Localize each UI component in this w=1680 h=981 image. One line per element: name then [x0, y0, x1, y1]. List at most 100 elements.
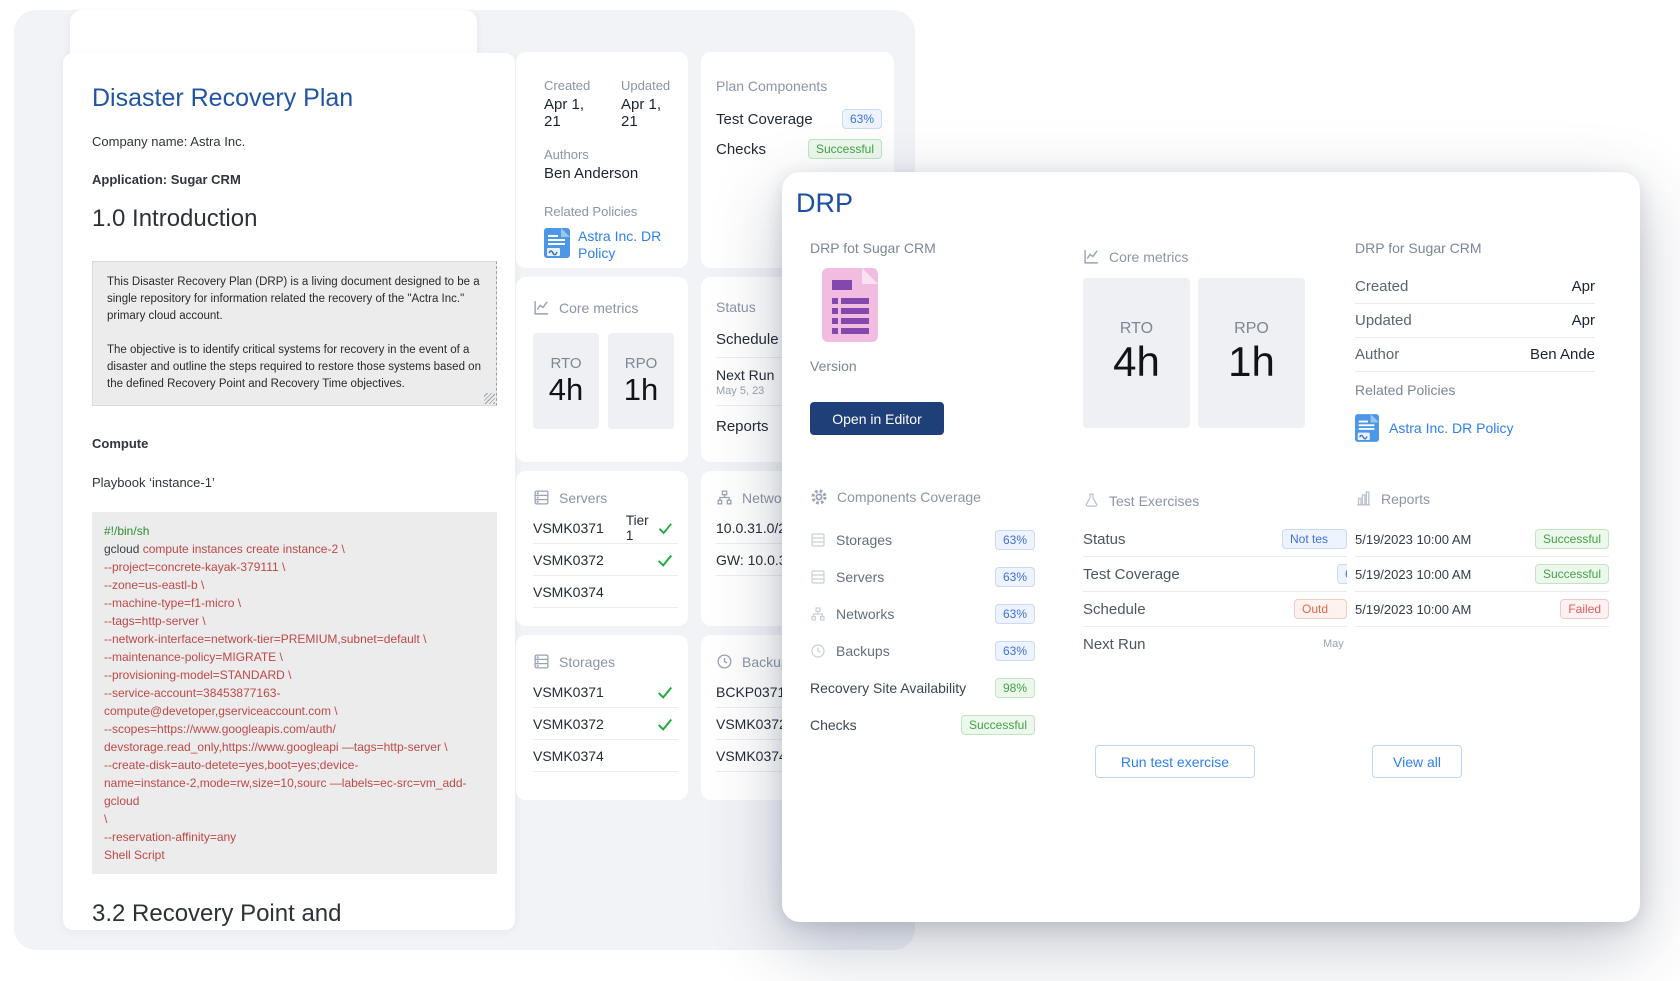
code-line: --machine-type=f1-micro \ — [104, 596, 242, 610]
server-name: VSMK0372 — [533, 551, 604, 568]
exercise-schedule-row: Schedule Outd — [1083, 592, 1347, 627]
checks-row: Checks Successful — [810, 706, 1035, 743]
meta-card[interactable]: Created Apr 1, 21 Updated Apr 1, 21 Auth… — [516, 52, 688, 268]
policy-link[interactable]: Astra Inc. DR Policy — [578, 228, 662, 261]
exercise-coverage-label: Test Coverage — [1083, 565, 1180, 583]
created-value: Apr 1, 21 — [544, 96, 585, 130]
code-command: gcloud compute instances create instance… — [104, 540, 485, 558]
coverage-row: Networks 63% — [810, 595, 1035, 632]
rpo-label: RPO — [1234, 320, 1269, 337]
policy-doc-icon — [1355, 414, 1379, 442]
modal-title: DRP — [796, 188, 854, 218]
backup-name: VSMK0374 — [716, 747, 787, 764]
coverage-badge: 63% — [994, 603, 1035, 624]
status-next-run-label: Next Run — [716, 367, 775, 383]
exercise-next-run-row: Next Run May — [1083, 627, 1347, 661]
exercise-coverage-row: Test Coverage 63% — [1083, 557, 1347, 592]
servers-title: Servers — [559, 489, 608, 506]
coverage-label: Storages — [836, 531, 893, 548]
coverage-badge: 63% — [994, 566, 1035, 587]
detail-author-label: Author — [1355, 346, 1400, 363]
report-status-badge: Failed — [1560, 599, 1609, 619]
report-status-badge: Successful — [1534, 564, 1609, 584]
authors-label: Authors — [544, 147, 589, 162]
report-date: 5/19/2023 10:00 AM — [1355, 601, 1472, 617]
resize-handle-icon[interactable] — [484, 393, 495, 404]
code-line: --scopes=https://www.googleapis.com/auth… — [104, 722, 336, 736]
rto-metric: RTO 4h — [1083, 278, 1190, 428]
coverage-badge: 63% — [994, 640, 1035, 661]
modal-policy-link[interactable]: Astra Inc. DR Policy — [1389, 420, 1514, 436]
storages-title: Storages — [559, 653, 616, 670]
storage-name: VSMK0372 — [533, 715, 604, 732]
modal-related-policies-label: Related Policies — [1355, 382, 1456, 398]
report-date: 5/19/2023 10:00 AM — [1355, 566, 1472, 582]
exercise-next-run-value: May — [1323, 638, 1344, 650]
coverage-row: Backups 63% — [810, 632, 1035, 669]
detail-updated-row: Updated Apr — [1355, 304, 1595, 338]
storage-name: VSMK0371 — [533, 683, 604, 700]
reports-list: 5/19/2023 10:00 AM Successful 5/19/2023 … — [1355, 522, 1609, 627]
report-date: 5/19/2023 10:00 AM — [1355, 531, 1472, 547]
recovery-heading: 3.2 Recovery Point and — [92, 900, 342, 927]
rto-value: 4h — [1113, 338, 1160, 385]
network-icon — [717, 490, 732, 505]
line-chart-icon — [534, 301, 548, 315]
check-icon — [659, 522, 673, 534]
server-name: VSMK0374 — [533, 583, 604, 600]
code-block[interactable]: #!/bin/sh gcloud compute instances creat… — [92, 512, 497, 874]
exercise-coverage-badge: 63% — [1337, 564, 1347, 584]
modal-metric-boxes: RTO 4h RPO 1h — [1083, 278, 1305, 428]
reports-header: Reports — [1355, 490, 1430, 507]
report-status-badge: Successful — [1534, 529, 1609, 549]
server-name: VSMK0371 — [533, 519, 604, 536]
open-in-editor-button[interactable]: Open in Editor — [810, 402, 944, 435]
storage-icon — [534, 654, 549, 669]
core-metrics-card[interactable]: Core metrics RTO 4h RPO 1h — [516, 277, 688, 462]
policy-doc-icon — [544, 228, 570, 258]
run-test-exercise-button[interactable]: Run test exercise — [1095, 745, 1255, 778]
document-panel[interactable]: Disaster Recovery Plan Company name: Ast… — [63, 53, 515, 930]
storages-card[interactable]: Storages VSMK0371 VSMK0372 VSMK0374 — [516, 635, 688, 800]
bar-chart-icon — [1357, 491, 1370, 506]
modal-policy-row[interactable]: Astra Inc. DR Policy — [1355, 414, 1513, 442]
code-line: devstorage.read_only,https://www.googlea… — [104, 740, 448, 754]
gear-icon — [811, 489, 827, 505]
report-row[interactable]: 5/19/2023 10:00 AM Successful — [1355, 557, 1609, 592]
backup-clock-icon — [717, 654, 732, 669]
updated-label: Updated — [621, 78, 671, 93]
report-row[interactable]: 5/19/2023 10:00 AM Successful — [1355, 522, 1609, 557]
report-row[interactable]: 5/19/2023 10:00 AM Failed — [1355, 592, 1609, 627]
company-line: Company name: Astra Inc. — [92, 134, 246, 149]
server-icon — [811, 569, 825, 584]
intro-textblock[interactable]: This Disaster Recovery Plan (DRP) is a l… — [92, 261, 497, 406]
servers-card[interactable]: Servers VSMK0371 Tier 1 VSMK0372 VSMK037… — [516, 471, 688, 626]
code-line: --service-account=38453877163- — [104, 686, 281, 700]
storage-row: VSMK0374 — [533, 740, 678, 772]
code-line: --tags=http-server \ — [104, 614, 206, 628]
recovery-site-label: Recovery Site Availability — [810, 679, 967, 696]
rpo-label: RPO — [624, 354, 658, 372]
drp-modal: DRP DRP fot Sugar CRM Version Open in Ed… — [782, 172, 1640, 922]
detail-updated-label: Updated — [1355, 312, 1412, 329]
related-policies-label: Related Policies — [544, 204, 638, 219]
test-exercises-header: Test Exercises — [1083, 492, 1199, 509]
test-coverage-label: Test Coverage — [716, 110, 813, 128]
code-line: --maintenance-policy=MIGRATE \ — [104, 650, 283, 664]
code-line: --network-interface=network-tier=PREMIUM… — [104, 632, 427, 646]
code-line: --reservation-affinity=any — [104, 830, 237, 844]
test-exercises-title: Test Exercises — [1109, 492, 1200, 509]
exercise-status-label: Status — [1083, 530, 1126, 548]
view-all-button[interactable]: View all — [1372, 745, 1462, 778]
details-title: DRP for Sugar CRM — [1355, 240, 1482, 256]
rpo-value: 1h — [623, 371, 659, 407]
rto-metric: RTO 4h — [533, 333, 599, 429]
code-line: \ — [104, 812, 108, 826]
detail-author-row: Author Ben Ande — [1355, 338, 1595, 372]
rpo-metric: RPO 1h — [608, 333, 674, 429]
detail-created-row: Created Apr — [1355, 270, 1595, 304]
server-row: VSMK0371 Tier 1 — [533, 512, 678, 544]
code-line: compute@devetoper,gserviceaccount.com \ — [104, 704, 338, 718]
exercise-schedule-label: Schedule — [1083, 600, 1146, 618]
code-line: --provisioning-model=STANDARD \ — [104, 668, 292, 682]
